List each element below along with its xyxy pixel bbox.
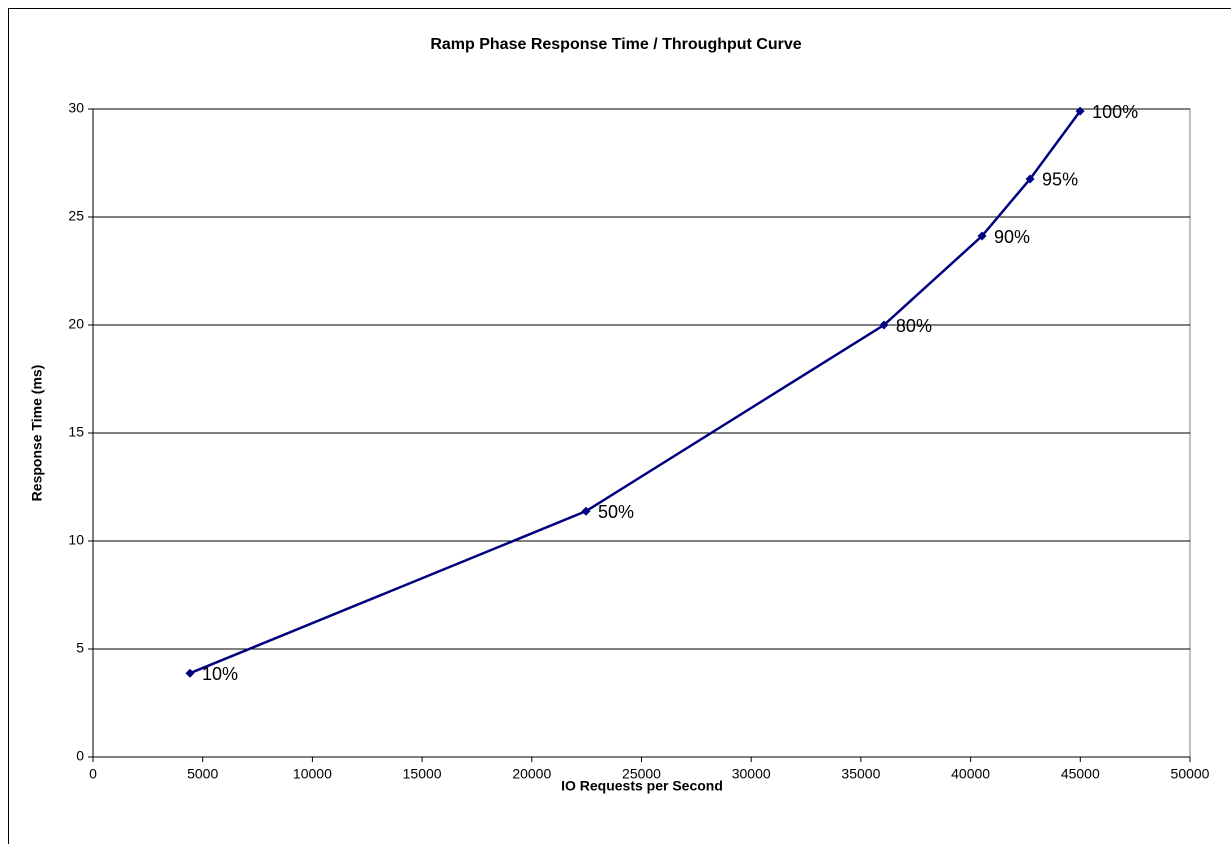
x-tick-label: 35000	[841, 766, 880, 782]
point-label: 90%	[994, 227, 1030, 247]
point-label: 80%	[896, 316, 932, 336]
data-point	[581, 506, 591, 516]
y-tick-label: 30	[68, 100, 84, 116]
y-axis-label: Response Time (ms)	[29, 365, 45, 502]
point-label: 10%	[202, 664, 238, 684]
y-tick-label: 0	[76, 748, 84, 764]
data-point	[879, 320, 889, 330]
x-tick-label: 15000	[403, 766, 442, 782]
x-tick-label: 20000	[512, 766, 551, 782]
x-tick-label: 0	[89, 766, 97, 782]
x-tick-label: 10000	[293, 766, 332, 782]
x-tick-label: 30000	[732, 766, 771, 782]
x-axis-label: IO Requests per Second	[561, 778, 723, 794]
data-point	[1075, 106, 1085, 116]
data-point	[977, 231, 987, 241]
x-tick-label: 45000	[1061, 766, 1100, 782]
point-label: 95%	[1042, 170, 1078, 190]
chart-title: Ramp Phase Response Time / Throughput Cu…	[430, 36, 801, 53]
series-line	[189, 110, 1082, 675]
data-point	[1025, 174, 1035, 184]
x-tick-label: 40000	[951, 766, 990, 782]
x-tick-label: 25000	[622, 766, 661, 782]
y-tick-label: 10	[68, 532, 84, 548]
x-tick-label: 5000	[187, 766, 218, 782]
data-point	[185, 668, 195, 678]
point-label: 50%	[598, 502, 634, 522]
y-tick-label: 20	[68, 316, 84, 332]
y-tick-label: 15	[68, 424, 84, 440]
y-tick-label: 25	[68, 208, 84, 224]
y-tick-label: 5	[76, 640, 84, 656]
x-tick-label: 50000	[1171, 766, 1210, 782]
point-label: 100%	[1092, 102, 1138, 122]
